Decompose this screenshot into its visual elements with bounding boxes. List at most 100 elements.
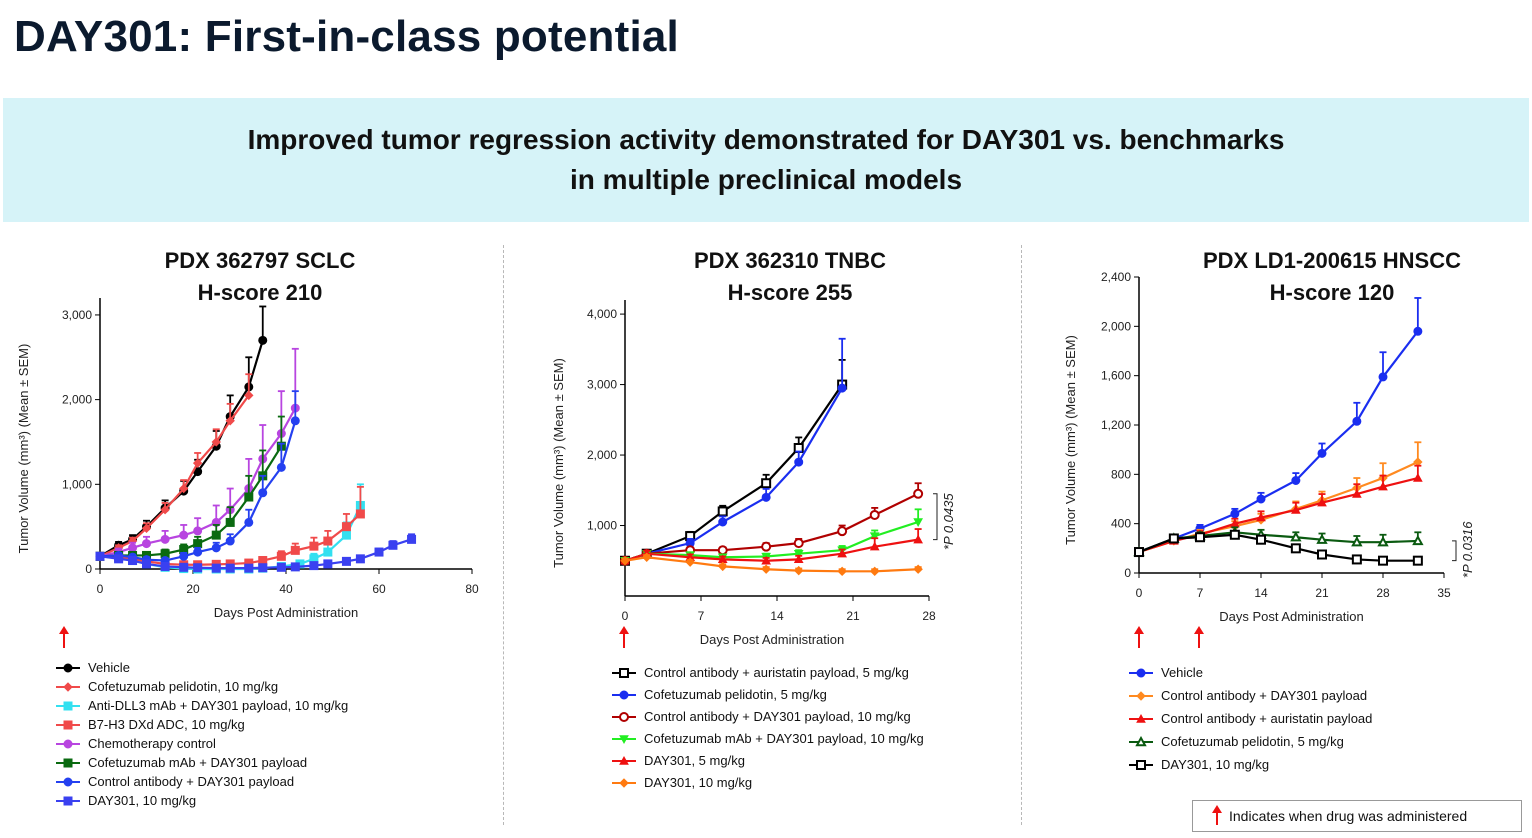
data-point	[837, 526, 848, 537]
x-tick-label: 7	[698, 609, 705, 623]
legend-swatch-marker	[63, 681, 73, 692]
legend-item: Vehicle	[1127, 661, 1372, 684]
data-point	[211, 543, 221, 553]
legend-swatch-marker	[619, 735, 629, 745]
data-point	[793, 550, 804, 559]
legend-swatch-marker	[63, 777, 73, 786]
data-point	[1377, 536, 1389, 547]
data-point	[160, 505, 170, 515]
chart-title-line-1: PDX 362797 SCLC	[165, 248, 356, 273]
legend-swatch	[1129, 668, 1153, 677]
x-tick-label: 0	[97, 582, 104, 596]
red-up-arrow-icon	[1212, 804, 1222, 825]
legend-swatch-marker	[1136, 690, 1146, 701]
y-tick-label: 0	[1124, 566, 1131, 580]
series-7	[95, 390, 300, 566]
data-point	[869, 532, 880, 542]
data-point	[192, 458, 203, 468]
data-point	[1168, 533, 1179, 544]
y-tick-label: 2,000	[1101, 319, 1131, 333]
data-point	[323, 536, 333, 546]
data-point	[1413, 473, 1423, 482]
legend-hnscc: Vehicle Control antibody + DAY301 payload…	[1127, 661, 1372, 776]
x-tick-label: 28	[1376, 586, 1390, 600]
series-3	[620, 482, 924, 566]
data-point	[1351, 554, 1362, 565]
data-point	[837, 548, 847, 558]
legend-label: Control antibody + DAY301 payload, 10 mg…	[644, 709, 911, 724]
data-point	[193, 526, 203, 536]
data-point	[620, 556, 630, 566]
y-tick-label: 2,000	[587, 448, 617, 462]
data-point	[142, 539, 151, 549]
panel-divider-2	[1021, 245, 1022, 825]
legend-label: Control antibody + auristatin payload, 5…	[644, 665, 909, 680]
data-point	[1290, 543, 1301, 554]
y-tick-label: 3,000	[587, 378, 617, 392]
legend-label: Cofetuzumab pelidotin, 10 mg/kg	[88, 679, 279, 694]
data-point	[179, 530, 189, 540]
series-line	[99, 394, 250, 558]
data-point	[1134, 547, 1144, 558]
data-point	[1413, 326, 1423, 336]
data-point	[1291, 505, 1301, 514]
data-point	[244, 563, 254, 573]
data-point	[225, 416, 235, 426]
data-point	[141, 523, 152, 534]
legend-tnbc: Control antibody + auristatin payload, 5…	[610, 662, 924, 794]
note-arrow-icon	[1211, 804, 1223, 828]
legend-item: Cofetuzumab mAb + DAY301 payload, 10 mg/…	[610, 728, 924, 750]
data-point	[1317, 448, 1327, 458]
x-tick-label: 40	[279, 582, 293, 596]
legend-item: DAY301, 5 mg/kg	[610, 750, 924, 772]
data-point	[642, 552, 652, 562]
data-point	[178, 483, 189, 494]
data-point	[717, 506, 728, 517]
data-point	[244, 390, 254, 401]
x-axis-label: Days Post Administration	[1219, 609, 1364, 624]
data-point	[193, 547, 203, 557]
legend-label: Control antibody + DAY301 payload	[88, 774, 295, 789]
y-tick-label: 400	[1111, 517, 1131, 531]
data-point	[323, 547, 333, 557]
legend-swatch	[56, 777, 80, 786]
y-tick-label: 800	[1111, 467, 1131, 481]
legend-item: B7-H3 DXd ADC, 10 mg/kg	[54, 715, 348, 734]
legend-swatch	[56, 701, 80, 710]
legend-item: DAY301, 10 mg/kg	[1127, 753, 1372, 776]
data-point	[761, 555, 771, 565]
red-up-arrow-icon	[59, 626, 69, 648]
data-point	[794, 565, 804, 576]
legend-item: DAY301, 10 mg/kg	[54, 791, 348, 810]
x-tick-label: 35	[1437, 586, 1451, 600]
legend-label: Chemotherapy control	[88, 736, 216, 751]
legend-swatch	[56, 739, 80, 748]
legend-label: DAY301, 5 mg/kg	[644, 753, 745, 768]
data-point	[761, 478, 772, 489]
legend-label: Cofetuzumab pelidotin, 5 mg/kg	[644, 687, 827, 702]
legend-swatch	[612, 755, 636, 765]
y-tick-label: 3,000	[62, 308, 92, 322]
chart-tnbc: PDX 362310 TNBC H-score 255 1,000 2,000 3,00…	[551, 248, 956, 647]
legend-swatch	[1129, 759, 1153, 770]
legend-label: Cofetuzumab mAb + DAY301 payload, 10 mg/…	[644, 731, 924, 746]
y-tick-label: 1,200	[1101, 418, 1131, 432]
legend-label: DAY301, 10 mg/kg	[1161, 757, 1270, 772]
legend-item: Control antibody + auristatin payload	[1127, 707, 1372, 730]
arrow-head	[59, 626, 69, 634]
legend-swatch	[1129, 713, 1153, 723]
data-point	[1229, 529, 1240, 540]
chart-title-line-2: H-score 120	[1270, 280, 1395, 305]
y-tick-label: 2,000	[62, 393, 92, 407]
legend-item: Control antibody + DAY301 payload, 10 mg…	[610, 706, 924, 728]
data-point	[179, 562, 189, 572]
data-point	[160, 534, 170, 544]
data-point	[211, 563, 221, 573]
data-point	[1351, 536, 1363, 547]
p-value-annotation: *P 0.0316	[1460, 521, 1475, 578]
data-point	[276, 551, 286, 561]
legend-label: Cofetuzumab mAb + DAY301 payload	[88, 755, 308, 770]
legend-swatch-marker	[63, 739, 73, 748]
data-point	[407, 534, 417, 544]
legend-sclc: Vehicle Cofetuzumab pelidotin, 10 mg/kg An…	[54, 658, 348, 810]
